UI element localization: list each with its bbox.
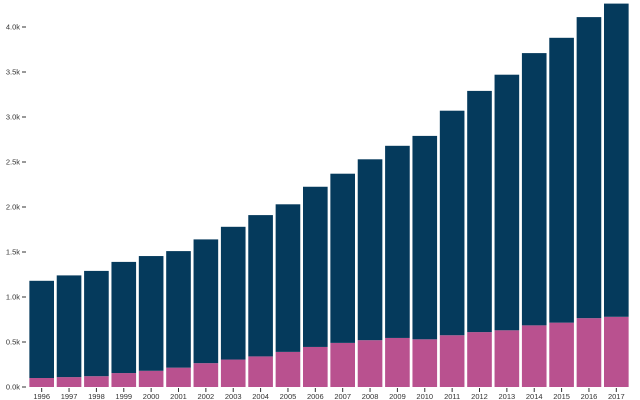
bar-2008-segment-1 — [357, 340, 383, 387]
bar-1999-segment-2 — [111, 261, 137, 374]
bar-2011-segment-2 — [439, 110, 465, 336]
bar-2017-segment-2 — [604, 3, 629, 317]
bar-2009-segment-1 — [385, 337, 410, 387]
x-tick-label-2001: 2001 — [170, 392, 187, 400]
bar-2013-segment-2 — [494, 74, 520, 331]
bar-2002-segment-2 — [193, 239, 219, 364]
x-tick-label-2010: 2010 — [416, 392, 433, 400]
y-tick-label-8: 4.0k — [6, 23, 20, 32]
bar-2007-segment-2 — [330, 173, 355, 343]
bar-1998-segment-1 — [84, 376, 109, 387]
x-tick-label-2000: 2000 — [143, 392, 160, 400]
x-tick-label-2005: 2005 — [280, 392, 297, 400]
bars-layer — [29, 3, 629, 387]
x-axis: 1996 1997 1998 1999 2000 2001 2002 2003 2004 2005… — [33, 388, 625, 400]
bar-2001-segment-1 — [166, 367, 191, 387]
bar-1999-segment-1 — [111, 373, 137, 387]
bar-2017-segment-1 — [604, 316, 629, 387]
y-tick-label-0: 0.0k — [6, 383, 20, 392]
bar-2000-segment-1 — [138, 370, 164, 387]
x-tick-label-1997: 1997 — [61, 392, 78, 400]
bar-2016-segment-2 — [576, 17, 602, 319]
x-tick-label-2011: 2011 — [444, 392, 460, 400]
y-tick-label-3: 1.5k — [6, 248, 20, 257]
bar-2012-segment-2 — [467, 90, 492, 333]
x-tick-label-2009: 2009 — [389, 392, 406, 400]
bar-2001-segment-2 — [166, 251, 191, 368]
x-tick-label-2008: 2008 — [362, 392, 379, 400]
y-tick-label-5: 2.5k — [6, 158, 20, 167]
y-tick-label-1: 0.5k — [6, 338, 20, 347]
x-tick-label-2013: 2013 — [499, 392, 516, 400]
x-tick-label-1998: 1998 — [88, 392, 105, 400]
bar-2015-segment-2 — [549, 37, 574, 323]
bar-1996-segment-1 — [29, 378, 54, 387]
bar-1996-segment-2 — [29, 280, 54, 378]
bar-2006-segment-1 — [303, 346, 328, 387]
x-tick-label-2006: 2006 — [307, 392, 324, 400]
y-tick-label-6: 3.0k — [6, 113, 20, 122]
bar-2010-segment-2 — [412, 135, 438, 340]
bar-1997-segment-2 — [56, 275, 82, 378]
bar-2004-segment-1 — [248, 356, 273, 387]
bar-2014-segment-1 — [521, 325, 547, 387]
bar-2012-segment-1 — [467, 332, 492, 387]
bar-1997-segment-1 — [56, 377, 82, 387]
x-tick-label-1999: 1999 — [115, 392, 132, 400]
bar-2014-segment-2 — [521, 53, 547, 326]
bar-2010-segment-1 — [412, 339, 438, 387]
bar-2004-segment-2 — [248, 215, 273, 357]
bar-2000-segment-2 — [138, 256, 164, 371]
y-tick-label-4: 2.0k — [6, 203, 20, 212]
x-tick-label-2017: 2017 — [608, 392, 625, 400]
y-tick-label-2: 1.0k — [6, 293, 20, 302]
bar-2003-segment-2 — [220, 226, 246, 360]
x-tick-label-1996: 1996 — [33, 392, 50, 400]
bar-2011-segment-1 — [439, 335, 465, 387]
bar-2007-segment-1 — [330, 342, 355, 387]
bar-2015-segment-1 — [549, 322, 574, 387]
bar-2003-segment-1 — [220, 359, 246, 387]
bar-2013-segment-1 — [494, 330, 520, 387]
y-axis: 0.0k 0.5k 1.0k 1.5k 2.0k 2.5k 3.0k 3.5k 4.0k — [6, 23, 26, 392]
bar-2005-segment-1 — [275, 351, 301, 387]
bar-2009-segment-2 — [385, 145, 410, 338]
bar-1998-segment-2 — [84, 270, 109, 377]
x-tick-label-2003: 2003 — [225, 392, 242, 400]
x-tick-label-2004: 2004 — [252, 392, 269, 400]
bar-2008-segment-2 — [357, 159, 383, 341]
x-tick-label-2015: 2015 — [553, 392, 570, 400]
x-tick-label-2014: 2014 — [526, 392, 543, 400]
x-tick-label-2002: 2002 — [198, 392, 215, 400]
bar-2002-segment-1 — [193, 363, 219, 387]
x-tick-label-2007: 2007 — [334, 392, 351, 400]
bar-2006-segment-2 — [303, 186, 328, 347]
y-tick-label-7: 3.5k — [6, 68, 20, 77]
x-tick-label-2012: 2012 — [471, 392, 488, 400]
bar-2016-segment-1 — [576, 318, 602, 387]
x-tick-label-2016: 2016 — [581, 392, 598, 400]
bar-2005-segment-2 — [275, 204, 301, 352]
